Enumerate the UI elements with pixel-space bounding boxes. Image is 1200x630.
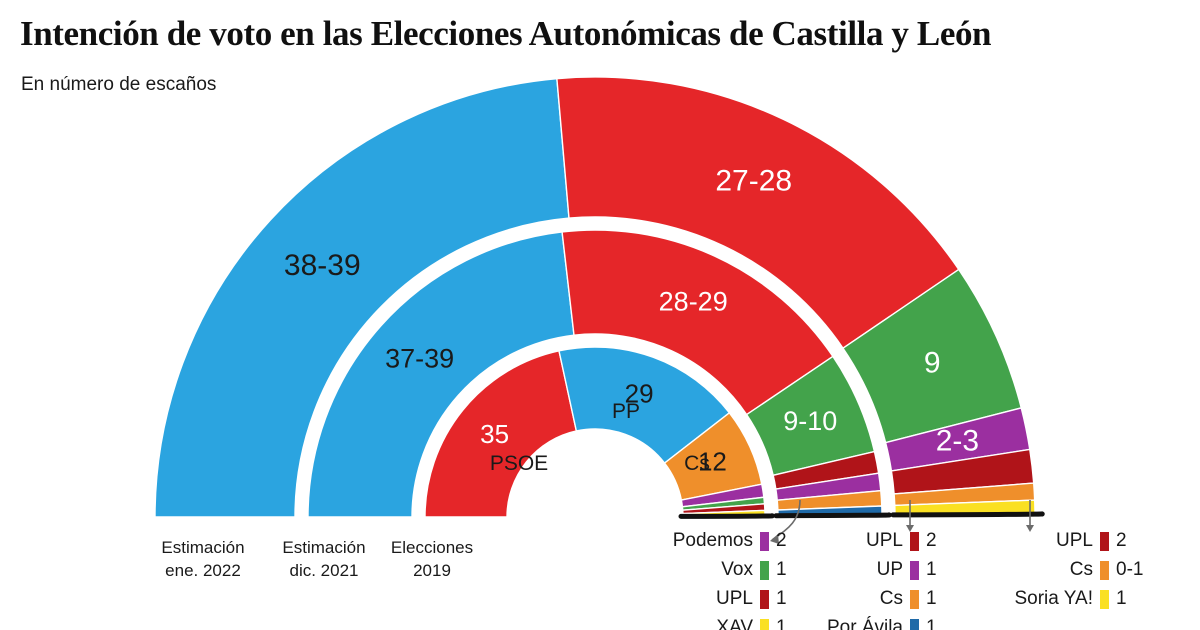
legend-item[interactable]: UPL 1	[640, 586, 808, 612]
ring-inner	[424, 346, 766, 518]
legend-item-value: 1	[1116, 588, 1127, 609]
arc-labels-group: 38-39 27-28 9 2-3 37-39 28-29 9-10 35 29 12	[284, 165, 979, 477]
legend-color-swatch	[760, 589, 769, 609]
connectors-group	[770, 499, 1034, 544]
legend-color-swatch	[910, 589, 919, 609]
axis-label-1-line1: Estimación	[282, 538, 365, 557]
legend-color-swatch	[910, 531, 919, 551]
legend-item-value: 1	[926, 617, 937, 630]
legend-color-swatch	[1100, 531, 1109, 551]
arc-label-middle-psoe: 28-29	[659, 287, 728, 317]
axis-label-2-line1: Elecciones	[391, 538, 473, 557]
axis-label-0-line2: ene. 2022	[165, 561, 241, 580]
legend-item[interactable]: Soria YA! 1	[958, 586, 1148, 612]
arc-label-inner-psoe: 35	[480, 419, 509, 449]
legend-item-value: 1	[776, 588, 787, 609]
legend-item-label: UPL	[1056, 530, 1093, 551]
legend-item[interactable]: Por Ávila 1	[808, 615, 958, 630]
legend-item[interactable]: Podemos 2	[640, 528, 808, 554]
legend-color-swatch	[910, 560, 919, 580]
legend-color-swatch	[760, 618, 769, 630]
legend-item-label: XAV	[716, 617, 753, 630]
arc-segment-middle-pp[interactable]	[307, 231, 575, 518]
party-name-pp: PP	[612, 400, 640, 423]
arc-label-outer-vox: 9	[924, 347, 941, 380]
arc-label-middle-pp: 37-39	[385, 344, 454, 374]
arc-label-outer-psoe: 27-28	[715, 165, 792, 198]
legend-item-label: UPL	[716, 588, 753, 609]
arc-label-outer-podemos: 2-3	[936, 425, 979, 458]
legend-item-value: 1	[776, 617, 787, 630]
axis-label-0-line1: Estimación	[161, 538, 244, 557]
legend-item-value: 1	[926, 559, 937, 580]
legend-color-swatch	[760, 560, 769, 580]
legend-item-label: UP	[876, 559, 903, 580]
legend-item[interactable]: UPL 2	[958, 528, 1148, 554]
legend-item-value: 2	[776, 530, 787, 551]
arc-label-outer-pp: 38-39	[284, 249, 361, 282]
connector-inner-arrowhead	[770, 534, 779, 544]
legend-color-swatch	[910, 618, 919, 630]
connector-middle-arrowhead	[906, 525, 914, 532]
legend-item-value: 2	[926, 530, 937, 551]
party-name-cs: Cs	[684, 452, 710, 475]
legend-item[interactable]: XAV 1	[640, 615, 808, 630]
legend-item-label: Soria YA!	[1014, 588, 1093, 609]
legend-item-value: 2	[1116, 530, 1127, 551]
arc-segment-inner-psoe[interactable]	[424, 350, 578, 518]
legend-item-value: 1	[776, 559, 787, 580]
legend-item-label: Por Ávila	[826, 617, 903, 630]
legend-color-swatch	[1100, 589, 1109, 609]
axis-label-1-line2: dic. 2021	[290, 561, 359, 580]
bracket-outer	[890, 511, 1045, 518]
arc-label-middle-vox: 9-10	[783, 406, 837, 436]
connector-outer-arrowhead	[1026, 525, 1034, 532]
legend-item-value: 0-1	[1116, 559, 1144, 580]
bracket-middle	[773, 512, 892, 519]
arc-segment-middle-psoe[interactable]	[561, 229, 834, 416]
legend-item-label: Podemos	[672, 530, 753, 551]
arc-segment-inner-pp[interactable]	[558, 346, 731, 465]
legend-item-label: Cs	[1069, 559, 1093, 580]
page-subtitle: En número de escaños	[21, 74, 217, 95]
legend-item-label: Cs	[879, 588, 903, 609]
legend-item[interactable]: UP 1	[808, 557, 958, 583]
rings-group	[154, 76, 1036, 518]
legend-item-value: 1	[926, 588, 937, 609]
legend-item[interactable]: Cs 1	[808, 586, 958, 612]
arc-label-inner-pp: 29	[625, 379, 654, 409]
legend-item-label: UPL	[866, 530, 903, 551]
party-name-psoe: PSOE	[490, 452, 548, 475]
outer-legend: UPL 2 Cs 0-1 Soria YA! 1	[958, 528, 1148, 630]
arc-segment-outer-pp[interactable]	[154, 77, 570, 518]
legend-item-label: Vox	[721, 559, 753, 580]
arc-label-inner-cs: 12	[698, 446, 727, 476]
legend-color-swatch	[760, 531, 769, 551]
inner-legend: Podemos 2 Vox 1 UPL 1 XAV 1	[640, 528, 808, 630]
brackets-group	[678, 511, 1045, 519]
ring-outer	[154, 76, 1036, 518]
legend-item[interactable]: Cs 0-1	[958, 557, 1148, 583]
legend: Podemos 2 Vox 1 UPL 1 XAV 1 UPL 2 UP 1 Cs 1 Por Ávila 1…	[640, 528, 1200, 630]
axis-label-2-line2: 2019	[413, 561, 451, 580]
page-title: Intención de voto en las Elecciones Auto…	[20, 14, 992, 53]
ring-middle	[307, 229, 883, 518]
middle-legend: UPL 2 UP 1 Cs 1 Por Ávila 1	[808, 528, 958, 630]
bracket-inner	[678, 513, 775, 519]
legend-color-swatch	[1100, 560, 1109, 580]
legend-item[interactable]: Vox 1	[640, 557, 808, 583]
legend-item[interactable]: UPL 2	[808, 528, 958, 554]
